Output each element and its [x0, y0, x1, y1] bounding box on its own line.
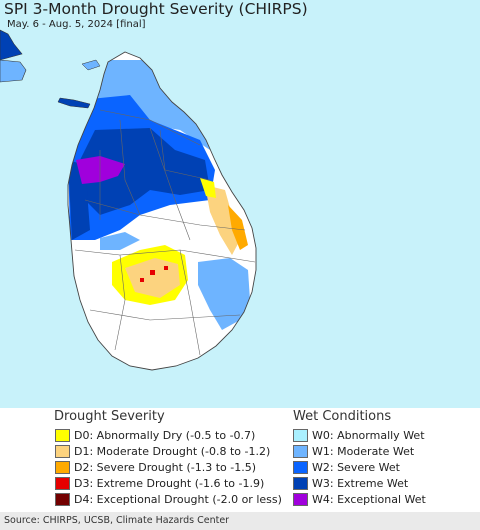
map-panel: SPI 3-Month Drought Severity (CHIRPS) Ma…	[0, 0, 480, 408]
legend-item-w2: W2: Severe Wet	[293, 460, 400, 475]
legend-swatch-d4	[55, 493, 70, 506]
source-credit: Source: CHIRPS, UCSB, Climate Hazards Ce…	[4, 515, 230, 526]
legend-swatch-d3	[55, 477, 70, 490]
legend-label-w0: W0: Abnormally Wet	[312, 429, 425, 442]
legend-item-d2: D2: Severe Drought (-1.3 to -1.5)	[55, 460, 256, 475]
drought-severity-heading: Drought Severity	[54, 409, 165, 424]
legend-label-d3: D3: Extreme Drought (-1.6 to -1.9)	[74, 477, 265, 490]
legend-swatch-d0	[55, 429, 70, 442]
legend-item-w0: W0: Abnormally Wet	[293, 428, 425, 443]
map-title: SPI 3-Month Drought Severity (CHIRPS)	[4, 0, 308, 18]
jaffna-islets	[81, 59, 101, 71]
legend-swatch-w0	[293, 429, 308, 442]
legend-item-d3: D3: Extreme Drought (-1.6 to -1.9)	[55, 476, 264, 491]
island-outline	[67, 51, 257, 371]
legend-item-d0: D0: Abnormally Dry (-0.5 to -0.7)	[55, 428, 255, 443]
legend: Drought Severity Wet Conditions D0: Abno…	[0, 408, 480, 512]
legend-label-d2: D2: Severe Drought (-1.3 to -1.5)	[74, 461, 257, 474]
legend-swatch-d2	[55, 461, 70, 474]
legend-swatch-d1	[55, 445, 70, 458]
legend-item-w1: W1: Moderate Wet	[293, 444, 414, 459]
legend-swatch-w4	[293, 493, 308, 506]
drought-map	[0, 29, 257, 371]
footer: Source: CHIRPS, UCSB, Climate Hazards Ce…	[0, 512, 480, 530]
legend-label-w4: W4: Exceptional Wet	[312, 493, 426, 506]
legend-label-d1: D1: Moderate Drought (-0.8 to -1.2)	[74, 445, 271, 458]
legend-item-w3: W3: Extreme Wet	[293, 476, 408, 491]
wet-conditions-heading: Wet Conditions	[293, 409, 392, 424]
legend-swatch-w3	[293, 477, 308, 490]
legend-label-w1: W1: Moderate Wet	[312, 445, 415, 458]
legend-label-d4: D4: Exceptional Drought (-2.0 or less)	[74, 493, 282, 506]
india-coast	[0, 29, 23, 61]
india-coast-lower	[0, 59, 27, 83]
legend-item-d4: D4: Exceptional Drought (-2.0 or less)	[55, 492, 282, 507]
legend-item-d1: D1: Moderate Drought (-0.8 to -1.2)	[55, 444, 270, 459]
legend-swatch-w1	[293, 445, 308, 458]
legend-label-d0: D0: Abnormally Dry (-0.5 to -0.7)	[74, 429, 256, 442]
legend-swatch-w2	[293, 461, 308, 474]
map-subtitle: May. 6 - Aug. 5, 2024 [final]	[7, 19, 146, 30]
legend-label-w2: W2: Severe Wet	[312, 461, 400, 474]
mannar-island	[57, 97, 91, 109]
legend-label-w3: W3: Extreme Wet	[312, 477, 409, 490]
legend-item-w4: W4: Exceptional Wet	[293, 492, 426, 507]
